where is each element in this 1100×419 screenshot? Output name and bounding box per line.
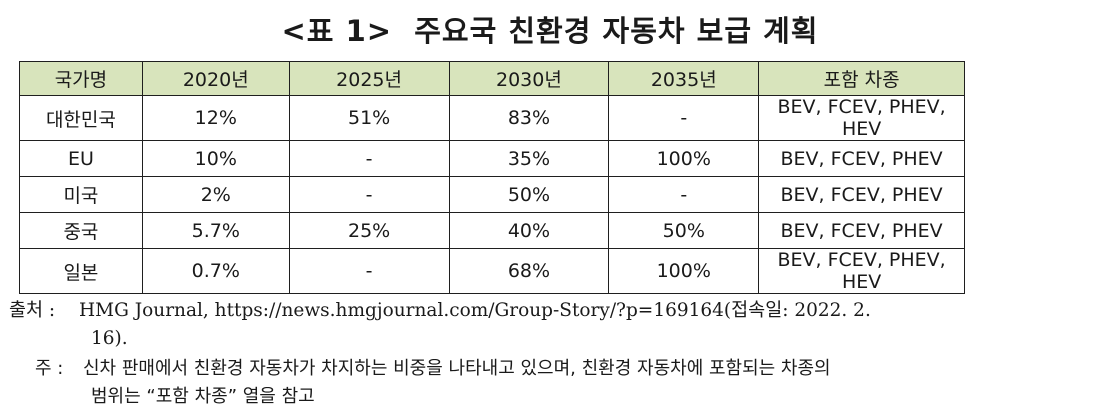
col-header-vehicle-types: 포함 차종 (758, 61, 965, 96)
footnote-text: 신차 판매에서 친환경 자동차가 차지하는 비중을 나타내고 있으며, 친환경 … (83, 358, 831, 379)
table-cell: 83% (448, 95, 610, 141)
table-cell: - (288, 176, 450, 213)
table-cell: 40% (448, 212, 610, 249)
table-cell: 100% (608, 248, 760, 294)
table-row: EU 10% - 35% 100% BEV, FCEV, PHEV (19, 140, 965, 177)
table-cell: 51% (288, 95, 450, 141)
col-header-2020: 2020년 (141, 61, 290, 96)
table-cell: 일본 (19, 248, 143, 294)
table-cell: 12% (141, 95, 290, 141)
table-cell: 50% (608, 212, 760, 249)
table-cell: 중국 (19, 212, 143, 249)
table-cell: - (608, 95, 760, 141)
table-cell: - (288, 248, 450, 294)
table-cell: BEV, FCEV, PHEV (758, 176, 965, 213)
table-cell: 25% (288, 212, 450, 249)
footnote-label: 주 : (35, 358, 64, 379)
col-header-2030: 2030년 (448, 61, 610, 96)
table-cell: 5.7% (141, 212, 290, 249)
source-note: 출처 : HMG Journal, https://news.hmgjournal… (9, 297, 1094, 353)
table-row: 중국 5.7% 25% 40% 50% BEV, FCEV, PHEV (19, 212, 965, 249)
eco-vehicle-plan-table: 국가명 2020년 2025년 2030년 2035년 포함 차종 대한민국 1… (19, 61, 965, 294)
table-cell: 100% (608, 140, 760, 177)
table-cell: 35% (448, 140, 610, 177)
table-row: 대한민국 12% 51% 83% - BEV, FCEV, PHEV, HEV (19, 95, 965, 141)
source-line-2: 16). (91, 328, 128, 349)
table-title: <표 1> 주요국 친환경 자동차 보급 계획 (281, 14, 819, 48)
footnote-line-1: 주 : 신차 판매에서 친환경 자동차가 차지하는 비중을 나타내고 있으며, 친… (35, 355, 1095, 383)
table-cell: - (288, 140, 450, 177)
table-row: 미국 2% - 50% - BEV, FCEV, PHEV (19, 176, 965, 213)
table-cell: 2% (141, 176, 290, 213)
table-cell: - (608, 176, 760, 213)
col-header-country: 국가명 (19, 61, 143, 96)
table-cell: 50% (448, 176, 610, 213)
col-header-2025: 2025년 (288, 61, 450, 96)
table-cell: 대한민국 (19, 95, 143, 141)
table-cell: EU (19, 140, 143, 177)
source-label: 출처 : (9, 300, 56, 321)
source-line-1: 출처 : HMG Journal, https://news.hmgjournal… (9, 297, 1094, 325)
table-cell: 68% (448, 248, 610, 294)
table-cell: BEV, FCEV, PHEV (758, 212, 965, 249)
table-cell: BEV, FCEV, PHEV, HEV (758, 248, 965, 294)
table-header-row: 국가명 2020년 2025년 2030년 2035년 포함 차종 (19, 61, 965, 96)
table-cell: BEV, FCEV, PHEV (758, 140, 965, 177)
table-cell: 0.7% (141, 248, 290, 294)
footnote: 주 : 신차 판매에서 친환경 자동차가 차지하는 비중을 나타내고 있으며, 친… (35, 355, 1095, 411)
table-cell: BEV, FCEV, PHEV, HEV (758, 95, 965, 141)
table-cell: 10% (141, 140, 290, 177)
table-row: 일본 0.7% - 68% 100% BEV, FCEV, PHEV, HEV (19, 248, 965, 294)
table-cell: 미국 (19, 176, 143, 213)
source-text: HMG Journal, https://news.hmgjournal.com… (79, 300, 871, 321)
footnote-line-2: 범위는 “포함 차종” 열을 참고 (91, 386, 315, 407)
col-header-2035: 2035년 (608, 61, 760, 96)
